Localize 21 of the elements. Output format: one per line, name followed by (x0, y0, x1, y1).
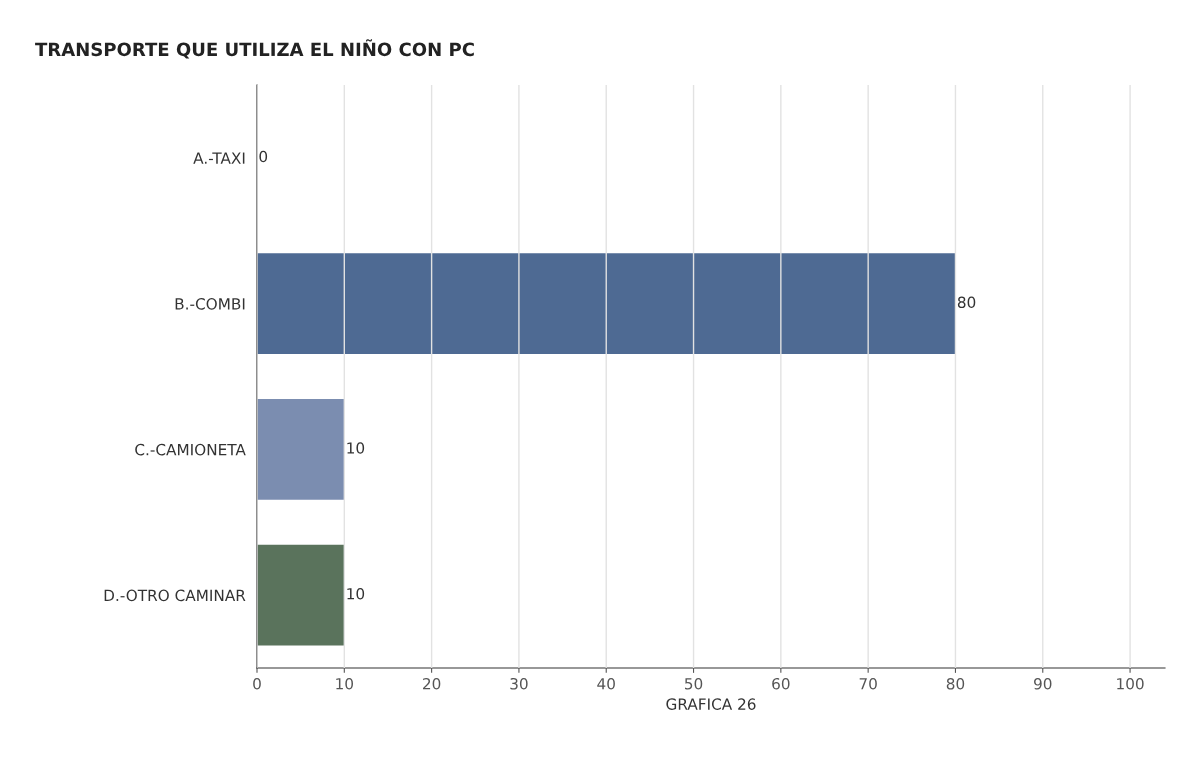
x-tick-label: 90 (1034, 677, 1052, 690)
x-tick-label: 20 (423, 677, 441, 690)
y-tick-label: A.-TAXI (193, 152, 245, 164)
x-tick-label: 70 (859, 677, 877, 690)
data-label: 80 (957, 296, 976, 309)
data-label: 10 (347, 588, 365, 600)
x-tick-label: 50 (685, 677, 703, 690)
y-tick-label: D.-OTRO CAMINAR (104, 589, 246, 602)
x-axis-title: GRAFICA 26 (666, 698, 756, 710)
x-tick-label: 100 (1117, 677, 1144, 690)
x-tick-label: 30 (510, 677, 528, 690)
x-tick-label: 40 (597, 677, 615, 690)
data-label: 10 (347, 442, 365, 454)
y-tick-label: C.-CAMIONETA (135, 443, 246, 456)
x-tick-label: 80 (946, 677, 965, 690)
y-tick-label: B.-COMBI (175, 298, 245, 310)
x-tick-label: 60 (772, 677, 790, 690)
x-tick-label: 0 (253, 677, 261, 690)
chart-title: TRANSPORTE QUE UTILIZA EL NIÑO CON PC (35, 39, 474, 59)
x-tick-label: 10 (336, 677, 354, 690)
data-label: 0 (259, 150, 268, 163)
